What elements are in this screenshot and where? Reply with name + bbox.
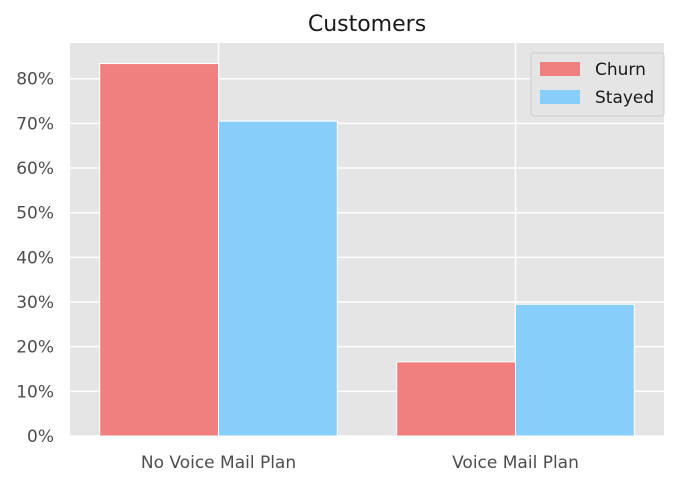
y-tick-label: 50% [16, 204, 54, 224]
y-tick-label: 80% [16, 70, 54, 90]
legend: Churn Stayed [530, 52, 665, 117]
y-tick-label: 70% [16, 114, 54, 134]
x-tick-label: Voice Mail Plan [452, 453, 579, 473]
bar-stayed-0 [218, 120, 338, 437]
legend-swatch-stayed [540, 90, 580, 104]
bar-churn-0 [99, 63, 219, 437]
y-tick-label: 60% [16, 159, 54, 179]
y-tick-label: 20% [16, 338, 54, 358]
y-tick-label: 0% [27, 427, 54, 447]
legend-label-churn: Churn [595, 60, 646, 80]
legend-label-stayed: Stayed [595, 88, 654, 108]
legend-swatch-churn [540, 62, 580, 76]
x-tick-label: No Voice Mail Plan [141, 453, 296, 473]
x-axis-ticks: No Voice Mail Plan Voice Mail Plan [141, 453, 579, 473]
chart-title: Customers [308, 12, 426, 37]
y-tick-label: 40% [16, 248, 54, 268]
y-tick-label: 10% [16, 382, 54, 402]
y-tick-label: 30% [16, 293, 54, 313]
bars [99, 63, 635, 437]
y-axis-ticks: 0% 10% 20% 30% 40% 50% 60% 70% 80% [16, 70, 54, 447]
bar-stayed-1 [515, 303, 635, 437]
bar-churn-1 [396, 361, 517, 437]
